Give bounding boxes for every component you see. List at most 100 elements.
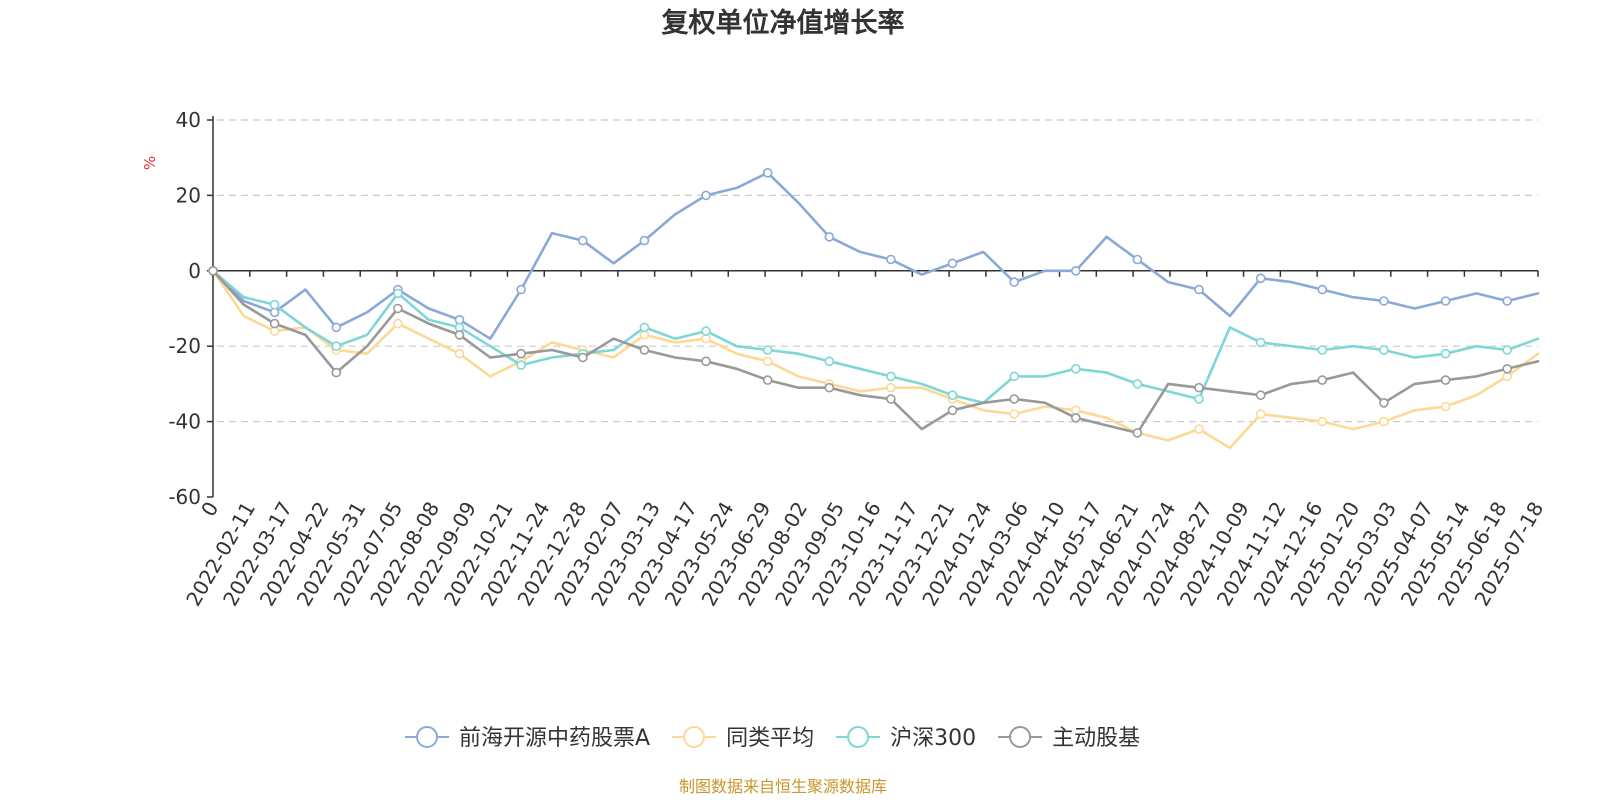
legend-item-3[interactable]: 沪深300: [836, 726, 976, 751]
data-point: [1071, 363, 1081, 374]
data-point: [762, 168, 773, 178]
data-point: [1379, 296, 1389, 306]
data-point: [1255, 409, 1266, 419]
data-point: [1255, 273, 1266, 284]
data-point: [1255, 337, 1266, 348]
data-point: [1071, 412, 1081, 423]
data-point: [1502, 345, 1512, 355]
data-point: [393, 303, 403, 314]
data-point: [269, 318, 280, 329]
legend-label: 前海开源中药股票A: [459, 726, 650, 751]
data-point: [1009, 409, 1020, 419]
data-point: [1132, 254, 1143, 265]
x-tick-label: 0: [196, 498, 223, 521]
data-point: [1009, 371, 1020, 382]
data-point: [1379, 397, 1389, 408]
data-point: [1194, 382, 1204, 393]
y-axis-unit: %: [141, 156, 159, 170]
legend-circle-icon: [1009, 726, 1032, 748]
data-point: [1194, 284, 1204, 295]
data-point: [1009, 394, 1020, 404]
data-point: [393, 318, 403, 329]
data-point: [886, 394, 896, 404]
data-point: [1379, 345, 1389, 355]
legend-label: 沪深300: [890, 726, 976, 751]
data-point: [516, 284, 526, 295]
data-point: [947, 258, 958, 269]
data-point: [824, 356, 835, 367]
series-3: [208, 265, 1540, 405]
legend-item-2[interactable]: 同类平均: [672, 726, 814, 751]
data-point: [331, 367, 342, 378]
y-tick-label: 40: [176, 108, 201, 132]
data-point: [701, 326, 711, 336]
data-point: [824, 232, 835, 242]
y-tick-label: -40: [168, 410, 201, 434]
data-point: [1379, 416, 1389, 427]
series-1: [208, 168, 1540, 341]
data-point: [1502, 296, 1512, 306]
data-point: [1440, 296, 1451, 306]
data-point: [1317, 375, 1328, 385]
legend-item-1[interactable]: 前海开源中药股票A: [405, 726, 650, 751]
data-point: [1317, 416, 1328, 427]
data-point: [331, 341, 342, 352]
series-line: [211, 269, 1540, 405]
data-point: [454, 314, 465, 325]
data-source-note: 制图数据来自恒生聚源数据库: [679, 777, 887, 796]
data-point: [886, 371, 896, 382]
series-lines: [208, 168, 1540, 450]
data-point: [1194, 424, 1204, 434]
data-point: [1132, 379, 1143, 389]
data-point: [824, 382, 835, 393]
data-point: [577, 352, 588, 363]
data-point: [1009, 277, 1020, 287]
data-point: [1502, 371, 1512, 382]
data-point: [1317, 284, 1328, 295]
data-point: [1440, 401, 1451, 412]
legend-item-4[interactable]: 主动股基: [998, 726, 1140, 751]
data-point: [454, 348, 465, 359]
data-point: [393, 288, 403, 299]
legend-label: 同类平均: [726, 726, 814, 751]
data-point: [947, 405, 958, 416]
y-tick-label: -60: [168, 485, 201, 509]
data-point: [454, 330, 465, 340]
data-point: [947, 390, 958, 401]
chart-title: 复权单位净值增长率: [662, 7, 905, 39]
data-point: [1132, 428, 1143, 438]
data-point: [886, 254, 896, 265]
data-point: [1071, 265, 1081, 276]
data-point: [639, 322, 650, 333]
data-point: [639, 235, 650, 246]
data-point: [1194, 394, 1204, 404]
grid-lines: [217, 119, 1538, 423]
data-point: [208, 265, 218, 276]
y-tick-label: 20: [176, 183, 201, 207]
legend-circle-icon: [683, 726, 706, 748]
legend-circle-icon: [847, 726, 870, 748]
data-point: [1255, 390, 1266, 401]
axes: -60-40-200204002022-02-112022-03-172022-…: [168, 108, 1548, 610]
data-point: [331, 322, 342, 333]
data-point: [1440, 375, 1451, 385]
y-tick-label: -20: [168, 334, 201, 358]
data-point: [762, 356, 773, 367]
data-point: [1440, 348, 1451, 359]
series-line: [211, 171, 1540, 341]
data-point: [701, 356, 711, 367]
data-point: [1502, 363, 1512, 374]
data-point: [762, 375, 773, 385]
series-4: [208, 265, 1540, 438]
data-point: [516, 348, 526, 359]
data-point: [886, 382, 896, 393]
data-point: [269, 299, 280, 310]
series-line: [211, 269, 1540, 435]
data-point: [577, 235, 588, 246]
data-point: [701, 190, 711, 201]
data-point: [639, 345, 650, 355]
data-point: [762, 345, 773, 355]
data-point: [1317, 345, 1328, 355]
data-point: [516, 360, 526, 370]
